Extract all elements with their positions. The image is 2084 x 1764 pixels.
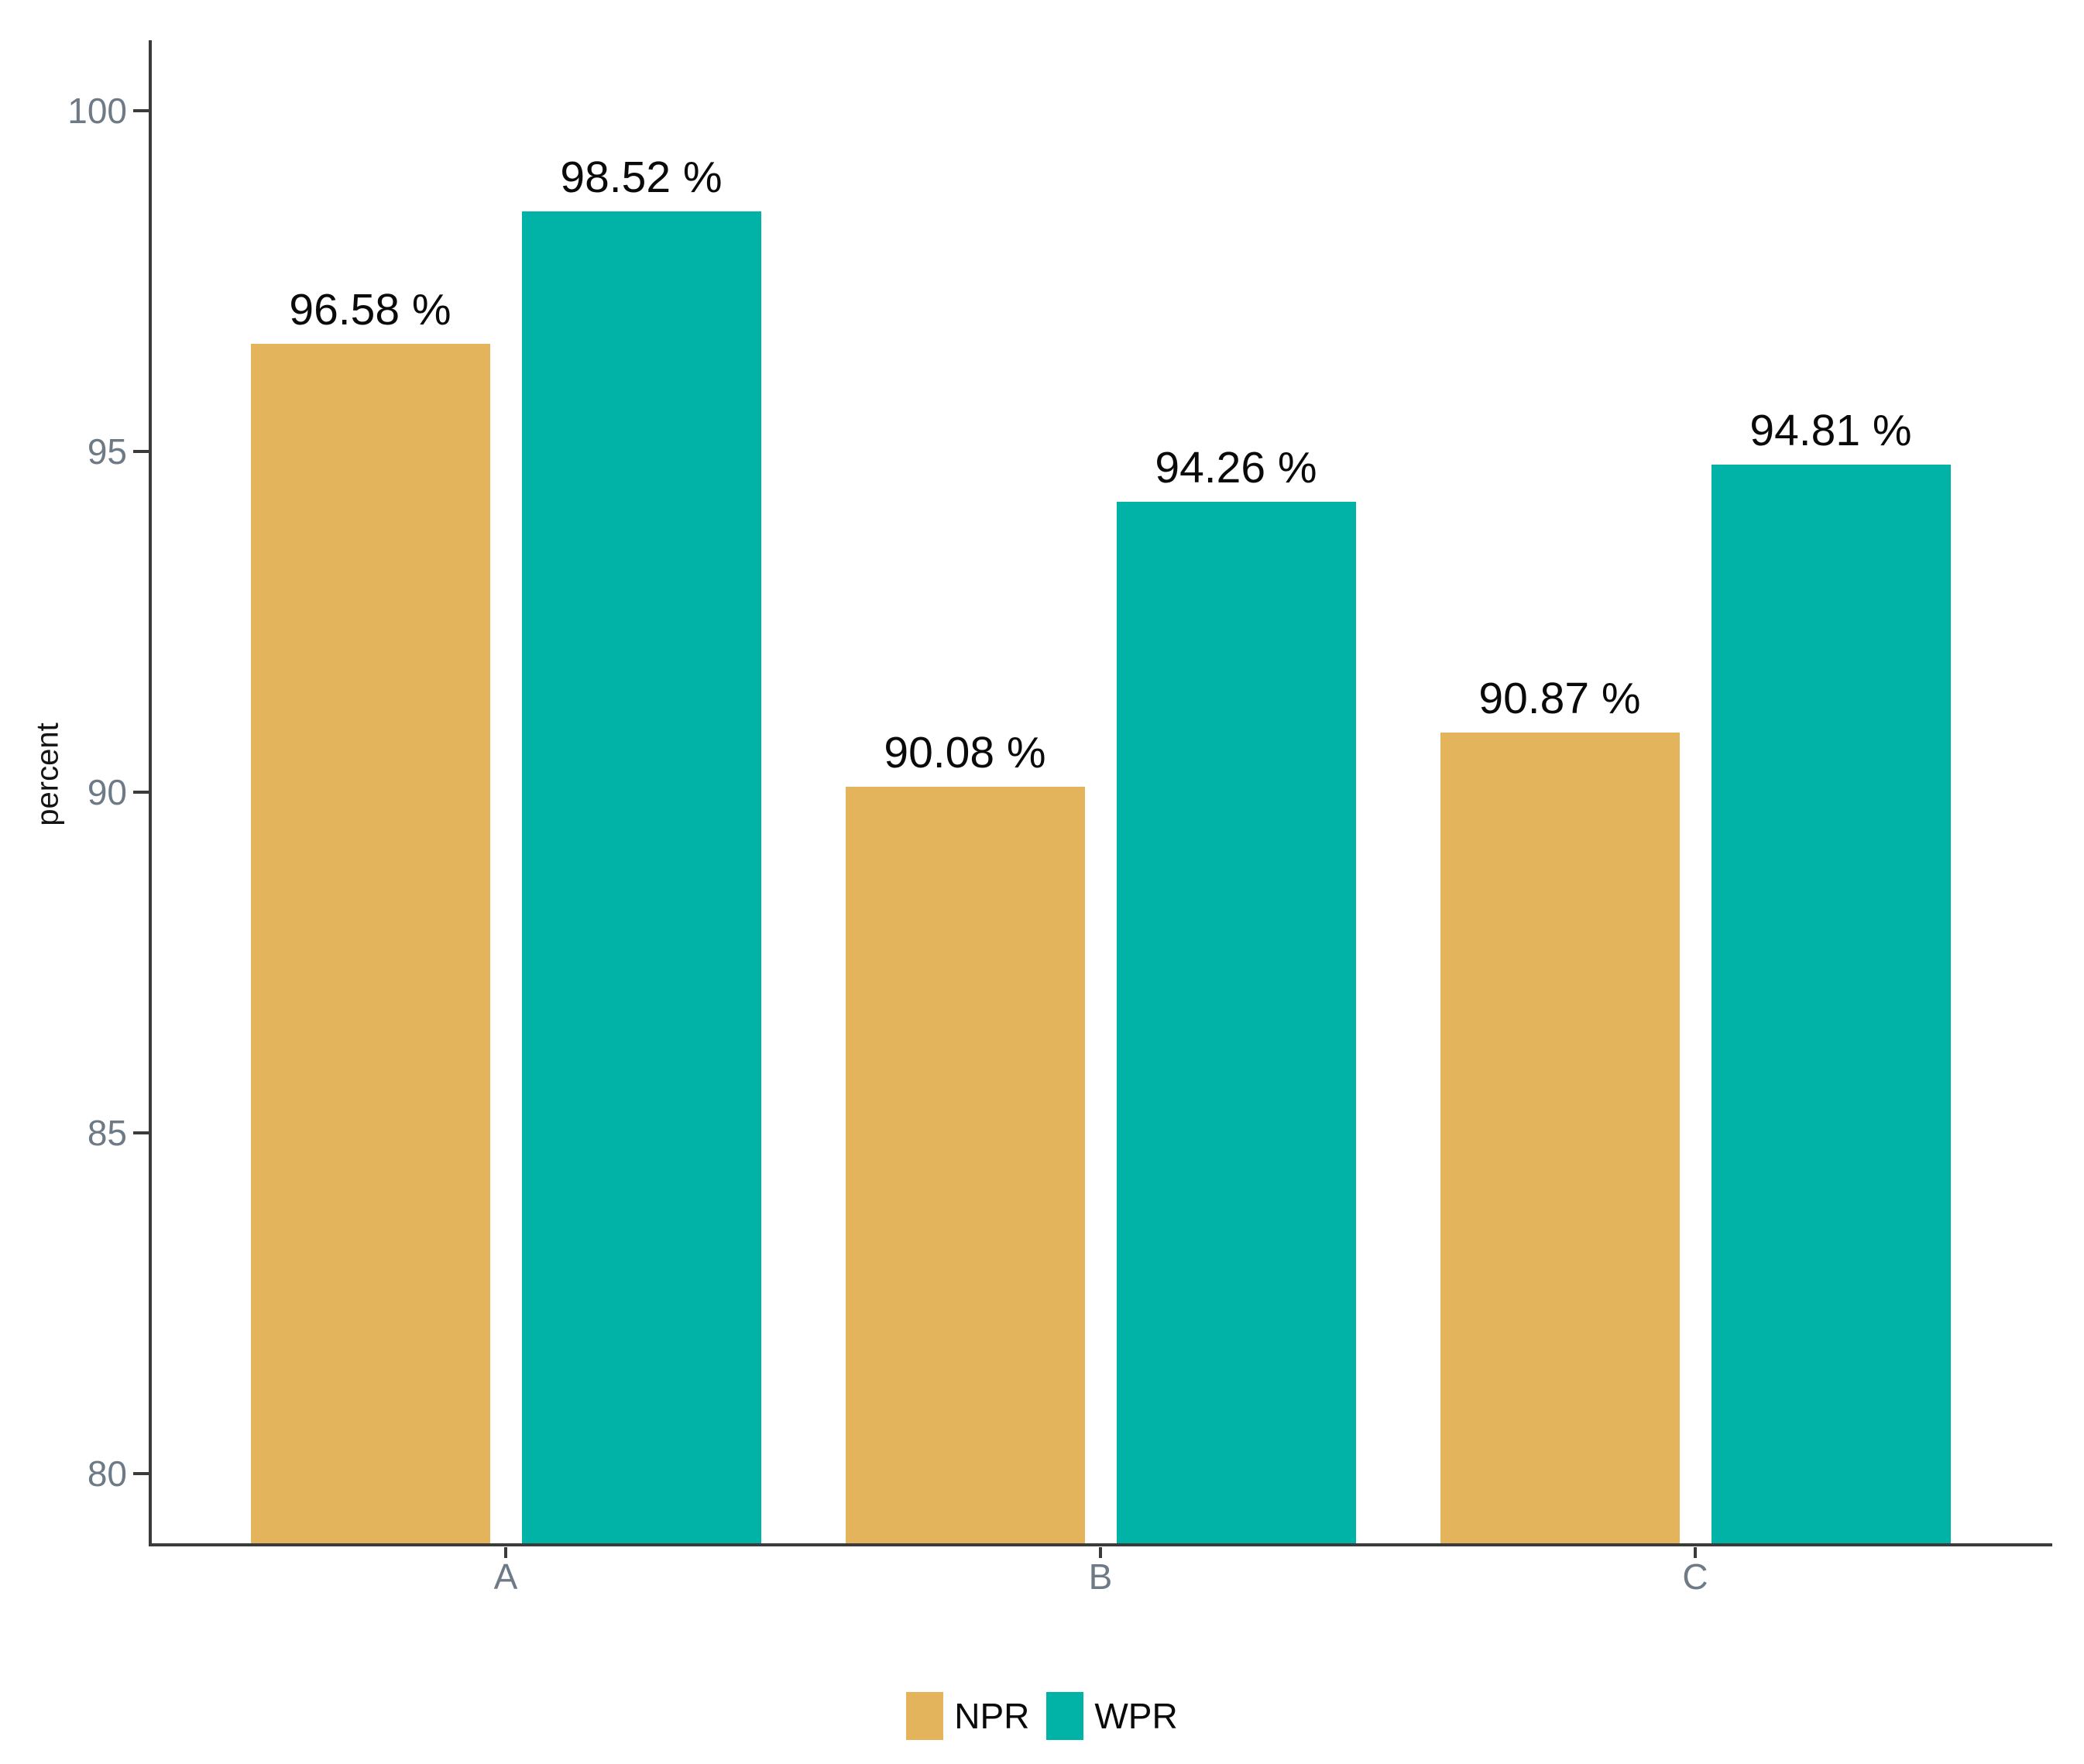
y-tick-mark [133,108,149,112]
x-tick-label: B [1088,1556,1113,1597]
bar-wpr-b [1116,501,1356,1543]
y-tick-mark [133,1471,149,1475]
y-tick-label: 95 [87,431,127,472]
x-tick-mark [1694,1547,1697,1558]
y-tick-label: 100 [67,90,127,131]
y-tick-mark [133,449,149,453]
bar-npr-b [845,786,1085,1543]
legend-label-npr: NPR [954,1696,1030,1736]
bar-npr-a [250,343,490,1543]
x-tick-mark [1099,1547,1102,1558]
bar-value-label: 96.58 % [289,284,451,335]
bar-value-label: 90.87 % [1478,674,1641,724]
legend-swatch-wpr-icon [1046,1692,1084,1740]
bar-value-label: 94.26 % [1155,442,1317,492]
bar-value-label: 90.08 % [884,727,1046,777]
legend-label-wpr: WPR [1094,1696,1178,1736]
bar-npr-c [1440,733,1680,1543]
legend-item-wpr: WPR [1046,1692,1178,1740]
bar-wpr-c [1711,464,1951,1543]
legend: NPR WPR [0,1692,2084,1740]
y-tick-label: 80 [87,1453,127,1494]
legend-swatch-npr-icon [906,1692,944,1740]
chart-panel [149,40,2052,1546]
y-tick-mark [133,1131,149,1134]
x-tick-label: A [493,1556,518,1597]
x-tick-label: C [1682,1556,1708,1597]
y-tick-label: 85 [87,1112,127,1153]
bar-wpr-a [521,211,761,1543]
bar-value-label: 98.52 % [560,153,723,203]
x-tick-mark [504,1547,507,1558]
y-tick-mark [133,790,149,794]
bar-value-label: 94.81 % [1749,405,1912,455]
y-tick-label: 90 [87,771,127,812]
legend-item-npr: NPR [906,1692,1029,1740]
